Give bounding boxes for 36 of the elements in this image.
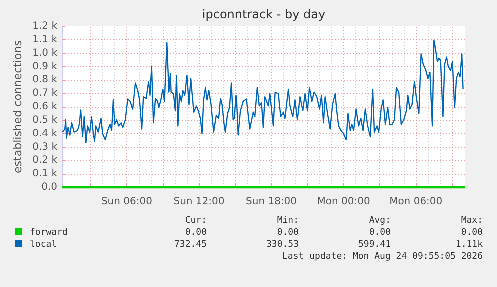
y-tick-label: 0.9 k <box>32 61 58 72</box>
y-tick-label: 0.1 k <box>32 168 58 180</box>
y-tick-label: 0.6 k <box>32 102 58 112</box>
line-series <box>62 40 464 144</box>
chart-title: ipconntrack - by day <box>202 8 326 22</box>
x-tick-label: Sun 18:00 <box>246 196 298 208</box>
x-tick-label: Mon 06:00 <box>390 196 443 208</box>
text: 0.00 <box>184 227 207 239</box>
text: 0.00 <box>276 227 299 239</box>
y-tick-label: 0.2 k <box>32 155 58 166</box>
y-tick-label: 0.3 k <box>32 142 58 153</box>
text: 1.11k <box>454 239 483 251</box>
text: 732.45 <box>173 239 207 251</box>
text: 0.00 <box>460 227 483 239</box>
y-tick-label: 1.2 k <box>32 21 58 32</box>
text: Cur: <box>184 215 207 227</box>
y-tick-label: 0.5 k <box>32 114 58 126</box>
legend-label: forward <box>29 227 69 239</box>
y-tick-label: 0.0 <box>42 182 58 193</box>
y-tick-label: 1.0 k <box>32 48 58 59</box>
x-tick-label: Sun 12:00 <box>174 196 225 208</box>
text: Avg: <box>368 215 391 227</box>
y-tick-label: 1.1 k <box>32 34 58 46</box>
x-tick-label: Sun 06:00 <box>101 196 152 208</box>
text: Max: <box>460 215 483 227</box>
y-tick-label: 0.7 k <box>32 88 58 100</box>
text: Min: <box>276 215 299 227</box>
y-axis-title: established connections <box>12 40 25 174</box>
text: 330.53 <box>265 239 299 251</box>
x-tick-label: Mon 00:00 <box>317 196 370 208</box>
text: 0.00 <box>368 227 391 239</box>
legend-label: local <box>29 239 58 251</box>
text: 599.41 <box>357 239 391 251</box>
text: Last update: Mon Aug 24 09:55:05 2026 <box>282 251 483 263</box>
y-tick-label: 0.4 k <box>32 128 58 140</box>
y-tick-label: 0.8 k <box>32 74 58 86</box>
